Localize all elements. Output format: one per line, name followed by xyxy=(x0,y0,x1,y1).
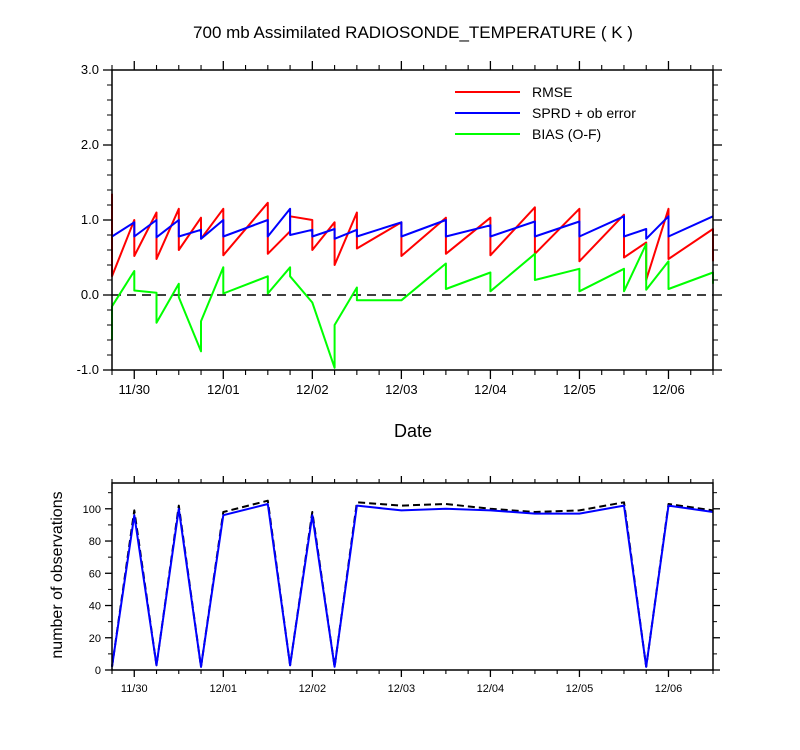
y-tick-label: 0 xyxy=(95,665,101,677)
bottom-plot-frame xyxy=(111,482,714,671)
x-tick-label: 12/01 xyxy=(210,683,238,695)
series-line-bias-o-f xyxy=(111,243,714,369)
series-line-assimilated xyxy=(111,503,714,668)
x-tick-label: 11/30 xyxy=(121,683,148,695)
y-tick-label: 1.0 xyxy=(81,212,99,227)
x-tick-label: 12/01 xyxy=(207,382,240,397)
x-tick-label: 12/05 xyxy=(563,382,596,397)
y-tick-label: 2.0 xyxy=(81,137,99,152)
x-tick-label: 12/04 xyxy=(477,683,505,695)
top-plot-frame xyxy=(111,69,714,371)
x-tick-label: 12/02 xyxy=(296,382,329,397)
x-tick-label: 12/06 xyxy=(652,382,685,397)
x-tick-label: 12/06 xyxy=(655,683,683,695)
y-tick-label: 60 xyxy=(89,568,101,580)
y-axis-label-observations: number of observations xyxy=(49,491,66,658)
x-tick-label: 12/02 xyxy=(299,683,327,695)
y-tick-label: -1.0 xyxy=(77,362,99,377)
x-tick-label: 11/30 xyxy=(118,382,150,397)
x-axis-label: Date xyxy=(394,421,432,441)
y-tick-label: 100 xyxy=(83,504,101,516)
legend: RMSE SPRD + ob error BIAS (O-F) xyxy=(455,84,636,142)
legend-label: RMSE xyxy=(532,84,572,100)
y-tick-label: 20 xyxy=(89,633,101,645)
y-tick-label: 40 xyxy=(89,601,101,613)
chart-title: 700 mb Assimilated RADIOSONDE_TEMPERATUR… xyxy=(193,23,633,42)
x-tick-label: 12/04 xyxy=(474,382,507,397)
x-tick-label: 12/03 xyxy=(388,683,416,695)
y-tick-label: 80 xyxy=(89,536,101,548)
x-tick-label: 12/05 xyxy=(566,683,594,695)
series-line-sprd-ob-error xyxy=(111,207,714,240)
series-line-possible xyxy=(111,499,714,668)
legend-label: BIAS (O-F) xyxy=(532,126,601,142)
top-plot-panel: 11/30 12/01 12/02 12/03 12/04 12/05 12/06 -1.0 0… xyxy=(77,61,722,397)
x-tick-label: 12/03 xyxy=(385,382,418,397)
bottom-plot-panel: 11/30 12/01 12/02 12/03 12/04 12/05 12/06 0 20 40… xyxy=(83,476,720,695)
y-tick-label: 3.0 xyxy=(81,62,99,77)
legend-label: SPRD + ob error xyxy=(532,105,636,121)
y-tick-label: 0.0 xyxy=(81,287,99,302)
